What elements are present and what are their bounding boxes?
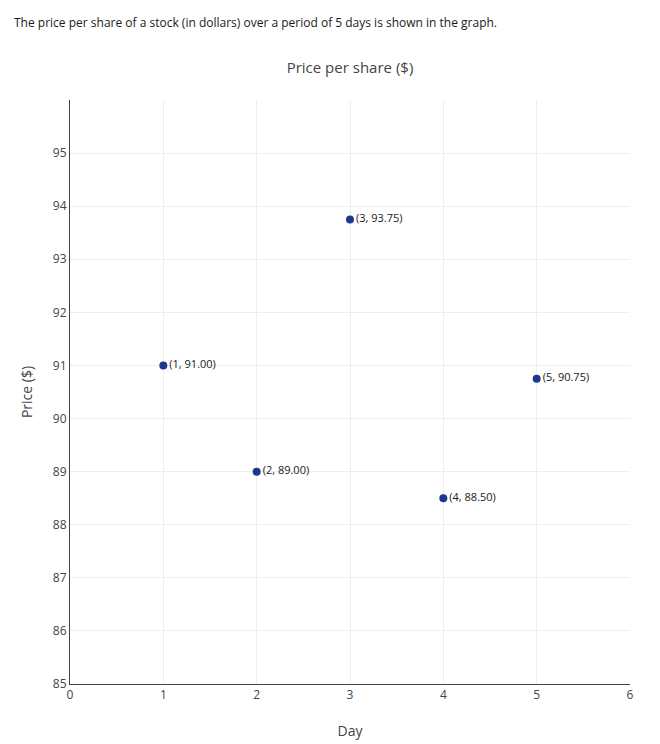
svg-text:85: 85 bbox=[53, 675, 67, 692]
svg-text:89: 89 bbox=[53, 463, 67, 480]
svg-text:93: 93 bbox=[53, 250, 67, 267]
svg-text:(2, 89.00): (2, 89.00) bbox=[263, 462, 310, 477]
svg-text:4: 4 bbox=[440, 686, 447, 703]
svg-text:5: 5 bbox=[533, 686, 540, 703]
svg-text:Day: Day bbox=[338, 721, 364, 740]
svg-text:87: 87 bbox=[53, 569, 67, 586]
svg-text:(1, 91.00): (1, 91.00) bbox=[169, 356, 216, 371]
svg-text:91: 91 bbox=[53, 357, 67, 374]
svg-text:88: 88 bbox=[53, 516, 67, 533]
svg-text:86: 86 bbox=[53, 622, 67, 639]
svg-text:92: 92 bbox=[53, 304, 67, 321]
svg-text:Price per share ($): Price per share ($) bbox=[287, 57, 414, 77]
svg-text:3: 3 bbox=[347, 686, 354, 703]
svg-text:0: 0 bbox=[67, 686, 74, 703]
svg-text:The price per share of a stock: The price per share of a stock (in dolla… bbox=[14, 14, 497, 31]
svg-text:Price ($): Price ($) bbox=[17, 366, 36, 418]
svg-text:(4, 88.50): (4, 88.50) bbox=[449, 489, 496, 504]
svg-text:95: 95 bbox=[53, 144, 67, 161]
svg-text:90: 90 bbox=[53, 410, 67, 427]
svg-text:6: 6 bbox=[627, 686, 634, 703]
svg-text:2: 2 bbox=[253, 686, 260, 703]
svg-text:94: 94 bbox=[53, 197, 67, 214]
svg-text:(5, 90.75): (5, 90.75) bbox=[543, 369, 590, 384]
svg-text:(3, 93.75): (3, 93.75) bbox=[356, 210, 403, 225]
svg-text:1: 1 bbox=[160, 686, 167, 703]
